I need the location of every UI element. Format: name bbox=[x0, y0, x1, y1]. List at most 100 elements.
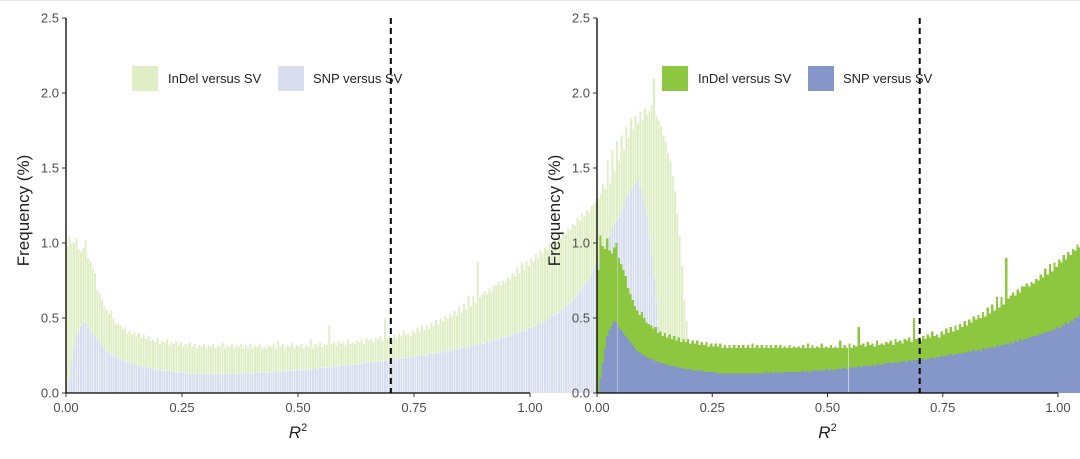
histogram-bar bbox=[323, 367, 327, 394]
histogram-bar bbox=[218, 373, 222, 394]
histogram-bar bbox=[991, 346, 994, 393]
histogram-bar bbox=[762, 348, 766, 393]
histogram-bar bbox=[214, 373, 217, 394]
histogram-bar bbox=[105, 350, 108, 394]
histogram-bar bbox=[195, 373, 199, 394]
histogram-bar bbox=[237, 373, 241, 394]
histogram-bar bbox=[1074, 318, 1077, 393]
legend: InDel versus SV SNP versus SV bbox=[132, 66, 403, 91]
histogram-bar bbox=[622, 270, 625, 393]
histogram-bar bbox=[993, 348, 996, 393]
histogram-bar bbox=[931, 357, 934, 393]
x-tick-label: 0.25 bbox=[169, 400, 194, 415]
histogram-bar bbox=[873, 366, 876, 393]
histogram-bar bbox=[739, 373, 743, 393]
histogram-bar bbox=[677, 337, 680, 393]
histogram-bar bbox=[1023, 339, 1026, 393]
histogram-bar bbox=[82, 320, 85, 394]
histogram-bar bbox=[395, 359, 398, 394]
histogram-bar bbox=[961, 354, 964, 393]
histogram-bar bbox=[862, 366, 865, 393]
histogram-bar bbox=[297, 370, 301, 394]
histogram-bar bbox=[636, 351, 639, 393]
histogram-bar bbox=[753, 373, 757, 393]
histogram-bar bbox=[620, 264, 623, 393]
histogram-bar bbox=[769, 372, 773, 393]
histogram-bar bbox=[675, 340, 678, 393]
histogram-bar bbox=[620, 330, 623, 393]
histogram-bar bbox=[211, 373, 215, 394]
histogram-bar bbox=[260, 371, 264, 394]
histogram-bar bbox=[915, 360, 918, 393]
histogram-bar bbox=[506, 335, 510, 394]
histogram-bar bbox=[661, 363, 664, 393]
histogram-bar bbox=[341, 364, 345, 394]
histogram-bar bbox=[501, 337, 505, 394]
histogram-bar bbox=[186, 373, 190, 394]
histogram-bar bbox=[1076, 318, 1079, 393]
histogram-bar bbox=[753, 348, 757, 393]
histogram-bar bbox=[815, 370, 819, 393]
histogram-bar bbox=[684, 342, 687, 393]
histogram-bar bbox=[590, 274, 593, 394]
histogram-bar bbox=[730, 373, 733, 393]
histogram-bar bbox=[712, 346, 715, 393]
histogram-bar bbox=[781, 373, 784, 393]
histogram-bar bbox=[709, 372, 713, 393]
histogram-bar bbox=[802, 345, 805, 393]
histogram-bar bbox=[239, 371, 243, 394]
histogram-bar bbox=[608, 330, 611, 393]
histogram-bar bbox=[272, 370, 275, 394]
histogram-bar bbox=[746, 345, 750, 393]
histogram-bar bbox=[123, 361, 127, 394]
histogram-bar bbox=[457, 347, 461, 394]
histogram-bar bbox=[827, 370, 830, 393]
histogram-bar bbox=[381, 361, 385, 394]
histogram-bar bbox=[792, 346, 796, 393]
histogram-bar bbox=[325, 367, 329, 394]
histogram-bar bbox=[912, 318, 916, 393]
histogram-bar bbox=[765, 372, 768, 393]
histogram-bar bbox=[304, 368, 308, 394]
histogram-bar bbox=[682, 369, 685, 393]
histogram-bar bbox=[244, 371, 248, 394]
histogram-bar bbox=[522, 329, 526, 394]
histogram-bar bbox=[751, 343, 754, 393]
histogram-bar bbox=[467, 344, 470, 394]
histogram-bar bbox=[539, 323, 542, 394]
histogram-bar bbox=[691, 370, 694, 393]
histogram-bar bbox=[603, 249, 607, 393]
histogram-bar bbox=[156, 368, 159, 394]
histogram-bar bbox=[133, 364, 136, 394]
histogram-bar bbox=[89, 329, 92, 394]
y-tick-label: 1.0 bbox=[572, 236, 590, 251]
histogram-bar bbox=[859, 367, 863, 393]
histogram-bar bbox=[1046, 331, 1049, 393]
histogram-bar bbox=[191, 373, 194, 394]
histogram-bar bbox=[193, 373, 197, 394]
histogram-bar bbox=[504, 335, 507, 394]
histogram-bar bbox=[469, 346, 473, 394]
histogram-bar bbox=[963, 352, 966, 393]
histogram-bar bbox=[855, 367, 858, 393]
histogram-bar bbox=[972, 349, 976, 393]
histogram-bar bbox=[885, 363, 888, 393]
histogram-bar bbox=[910, 361, 913, 393]
histogram-bar bbox=[232, 373, 236, 394]
histogram-bar bbox=[871, 364, 874, 393]
histogram-bar bbox=[839, 340, 842, 393]
histogram-bar bbox=[762, 373, 766, 393]
histogram-bar bbox=[603, 348, 607, 393]
histogram-bar bbox=[485, 340, 489, 394]
histogram-bar bbox=[376, 361, 380, 394]
chart-panel-left: 0.0 0.5 1.0 1.5 2.0 2.5 0.00 0.25 0.50 0.75 1.00 R2… bbox=[14, 11, 691, 442]
histogram-bar bbox=[670, 366, 674, 393]
histogram-bar bbox=[813, 370, 816, 393]
histogram-bar bbox=[281, 370, 285, 394]
histogram-bar bbox=[654, 361, 657, 393]
histogram-bar bbox=[344, 365, 347, 394]
histogram-bar bbox=[977, 349, 980, 393]
histogram-bar bbox=[102, 347, 106, 394]
histogram-bar bbox=[659, 331, 662, 393]
histogram-bar bbox=[656, 361, 660, 393]
